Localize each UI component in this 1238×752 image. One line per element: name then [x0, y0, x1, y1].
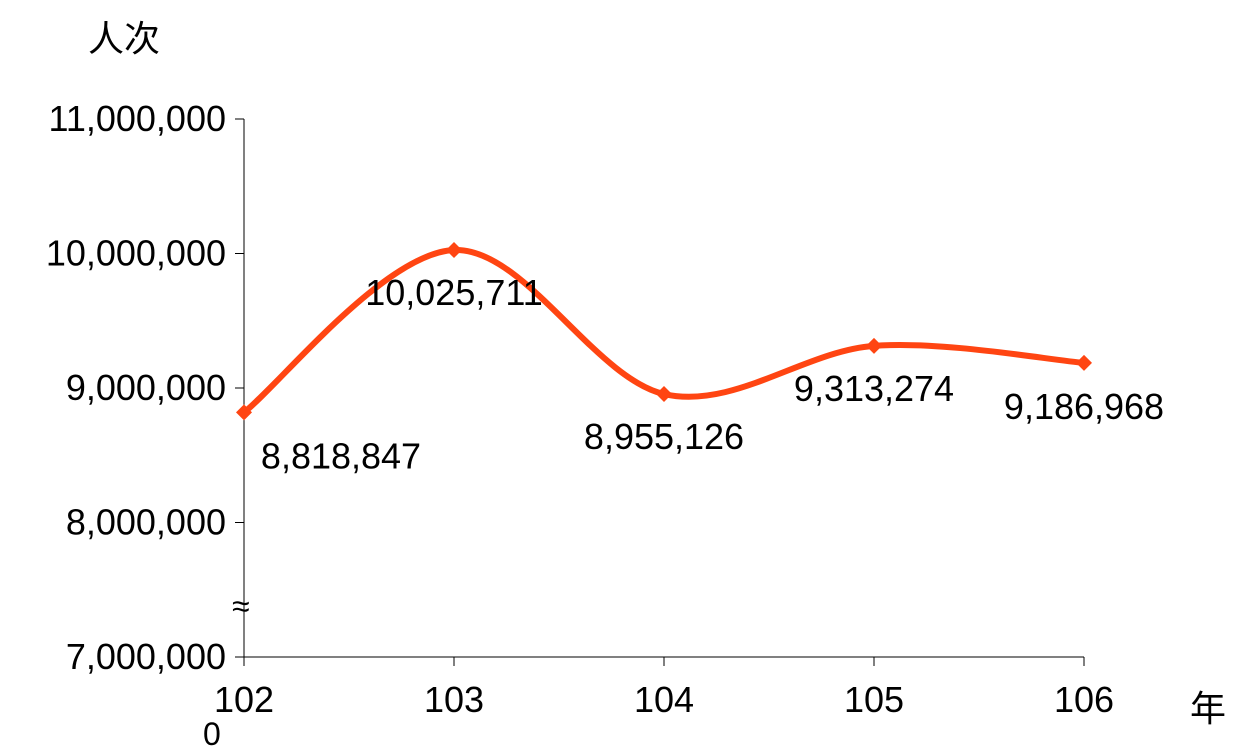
data-point-marker — [656, 386, 672, 403]
data-point-marker — [1076, 354, 1092, 371]
data-point-marker — [446, 242, 462, 259]
y-axis-unit-label: 人次 — [88, 19, 161, 60]
series — [236, 242, 1092, 421]
data-label: 8,818,847 — [261, 435, 421, 476]
x-tick-label: 104 — [634, 679, 694, 720]
y-tick-label: 11,000,000 — [48, 98, 226, 139]
axis-break-mark: ≈ — [232, 588, 250, 624]
x-tick-label: 105 — [844, 679, 904, 720]
data-point-marker — [866, 337, 882, 354]
y-tick-label: 8,000,000 — [66, 502, 226, 543]
x-tick-label: 106 — [1054, 679, 1114, 720]
x-tick-label: 103 — [424, 679, 484, 720]
data-label: 8,955,126 — [584, 416, 744, 457]
data-label: 10,025,711 — [365, 272, 543, 313]
series-line — [241, 247, 1087, 416]
data-point-marker — [236, 404, 252, 421]
y-tick-label: 7,000,000 — [66, 636, 226, 677]
tick-labels: 7,000,000 8,000,000 9,000,000 10,000,000 11,… — [46, 98, 1114, 720]
data-label: 9,313,274 — [794, 368, 954, 409]
x-axis-unit-label: 年 — [1190, 689, 1227, 730]
data-label: 9,186,968 — [1004, 386, 1164, 427]
data-labels: 8,818,847 10,025,711 8,955,126 9,313,274 9,1… — [261, 272, 1164, 476]
origin-zero-label: 0 — [203, 716, 221, 752]
axes — [235, 118, 1085, 666]
x-tick-label: 102 — [214, 679, 274, 720]
y-tick-label: 9,000,000 — [66, 367, 226, 408]
y-tick-label: 10,000,000 — [46, 233, 226, 274]
